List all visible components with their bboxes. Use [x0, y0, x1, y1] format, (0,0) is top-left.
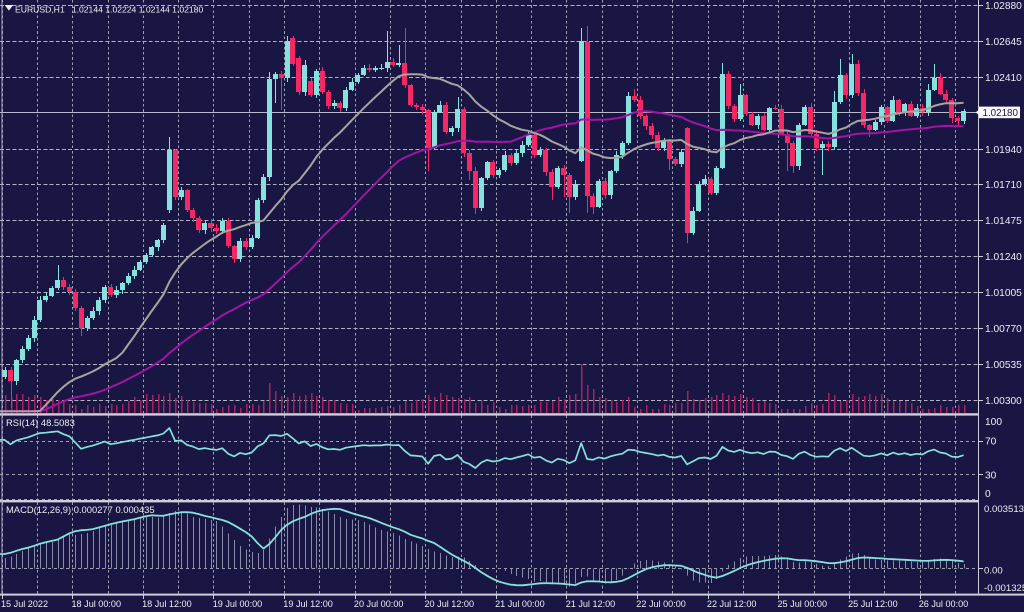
- svg-text:1.01475: 1.01475: [985, 216, 1022, 227]
- svg-text:1.01940: 1.01940: [985, 145, 1022, 156]
- svg-text:100: 100: [985, 417, 1002, 428]
- svg-text:1.00770: 1.00770: [985, 324, 1022, 335]
- svg-text:70: 70: [985, 436, 997, 447]
- svg-text:26 Jul 00:00: 26 Jul 00:00: [919, 599, 969, 609]
- svg-text:20 Jul 12:00: 20 Jul 12:00: [425, 599, 475, 609]
- svg-text:1.01005: 1.01005: [985, 288, 1022, 299]
- svg-text:1.02180: 1.02180: [983, 108, 1019, 119]
- svg-text:19 Jul 12:00: 19 Jul 12:00: [283, 599, 333, 609]
- svg-text:RSI(14) 48.5083: RSI(14) 48.5083: [6, 417, 75, 428]
- svg-text:19 Jul 00:00: 19 Jul 00:00: [213, 599, 263, 609]
- svg-text:MACD(12,26,9) 0.000277 0.00043: MACD(12,26,9) 0.000277 0.000435: [6, 504, 155, 515]
- svg-text:25 Jul 12:00: 25 Jul 12:00: [848, 599, 898, 609]
- svg-text:21 Jul 00:00: 21 Jul 00:00: [495, 599, 545, 609]
- svg-text:1.02410: 1.02410: [985, 73, 1022, 84]
- svg-text:22 Jul 00:00: 22 Jul 00:00: [636, 599, 686, 609]
- svg-text:15 Jul 2022: 15 Jul 2022: [1, 599, 48, 609]
- svg-text:22 Jul 12:00: 22 Jul 12:00: [707, 599, 757, 609]
- svg-text:1.01240: 1.01240: [985, 252, 1022, 263]
- svg-text:30: 30: [985, 471, 997, 482]
- svg-text:1.02645: 1.02645: [985, 37, 1022, 48]
- svg-text:-0.001325: -0.001325: [984, 583, 1024, 594]
- svg-text:1.01710: 1.01710: [985, 180, 1022, 191]
- svg-text:1.00300: 1.00300: [985, 396, 1022, 407]
- svg-text:1.00535: 1.00535: [985, 360, 1022, 371]
- svg-text:EURUSD,H1 1.02144 1.02224 1.: EURUSD,H1 1.02144 1.02224 1.02144 1.0218…: [15, 4, 203, 14]
- svg-text:25 Jul 00:00: 25 Jul 00:00: [778, 599, 828, 609]
- svg-text:0.00: 0.00: [984, 566, 1003, 577]
- svg-text:18 Jul 12:00: 18 Jul 12:00: [142, 599, 192, 609]
- svg-text:1.02880: 1.02880: [985, 1, 1022, 12]
- svg-text:18 Jul 00:00: 18 Jul 00:00: [72, 599, 122, 609]
- svg-text:20 Jul 00:00: 20 Jul 00:00: [354, 599, 404, 609]
- svg-text:21 Jul 12:00: 21 Jul 12:00: [566, 599, 616, 609]
- svg-text:0.003513: 0.003513: [984, 504, 1024, 515]
- svg-text:0: 0: [985, 489, 991, 500]
